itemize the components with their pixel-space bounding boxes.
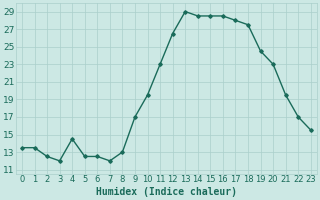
X-axis label: Humidex (Indice chaleur): Humidex (Indice chaleur) bbox=[96, 187, 237, 197]
